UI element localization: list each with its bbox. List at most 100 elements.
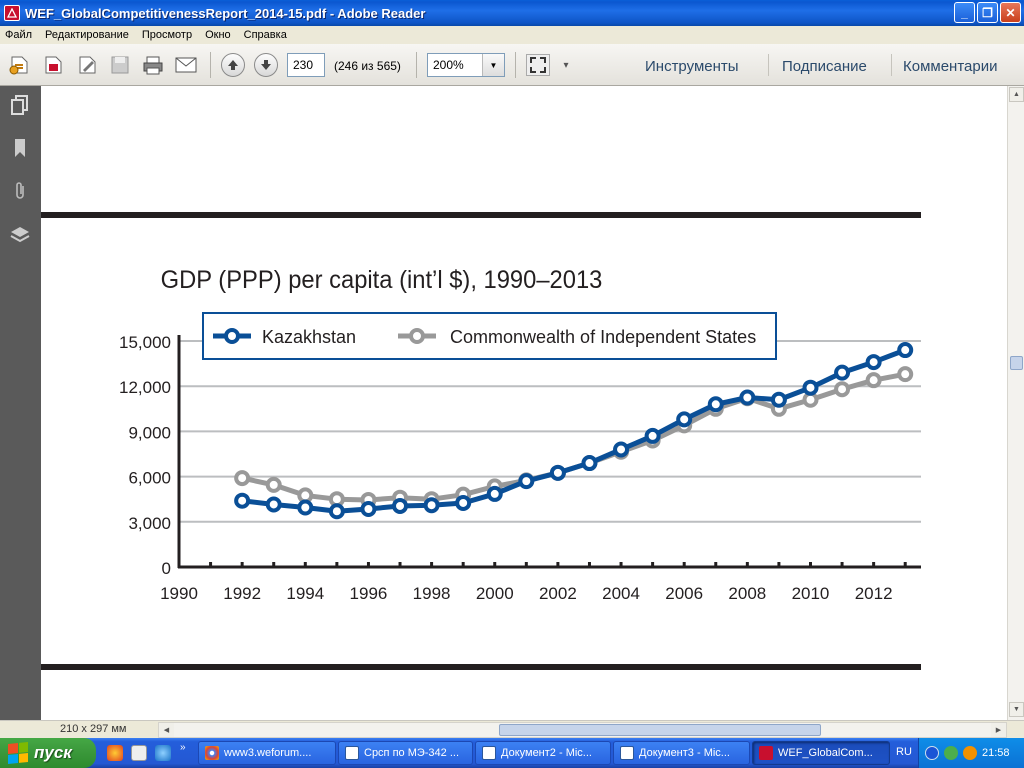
zoom-select[interactable]: 200% ▼ (427, 53, 505, 77)
x-tick-label: 2012 (855, 584, 893, 603)
y-tick-label: 0 (162, 559, 171, 578)
data-point (360, 500, 377, 517)
scroll-right-icon[interactable]: ▶ (991, 723, 1006, 737)
chevron-down-icon[interactable]: ▼ (482, 54, 504, 76)
print-icon[interactable] (141, 54, 165, 76)
chart-legend: Kazakhstan Commonwealth of Independent S… (202, 312, 777, 360)
task-doc-srsp[interactable]: Срсп по МЭ-342 ... (338, 741, 473, 765)
x-tick-label: 2004 (602, 584, 640, 603)
data-point (328, 503, 345, 520)
sign-link[interactable]: Подписание (782, 58, 867, 75)
data-point (297, 499, 314, 516)
menu-edit[interactable]: Редактирование (45, 29, 129, 41)
restore-button[interactable]: ❐ (977, 2, 998, 23)
data-point (613, 441, 630, 458)
taskbar: пуск » www3.weforum.... Срсп по МЭ-342 .… (0, 738, 1024, 768)
data-point (644, 427, 661, 444)
menu-window[interactable]: Окно (205, 29, 231, 41)
minimize-button[interactable]: _ (954, 2, 975, 23)
quicklaunch-browser-icon[interactable] (107, 745, 123, 761)
language-indicator[interactable]: RU (896, 746, 912, 758)
data-point (707, 396, 724, 413)
legend-label-kazakhstan: Kazakhstan (262, 327, 356, 347)
vertical-scroll-thumb[interactable] (1010, 356, 1023, 370)
save-icon[interactable] (108, 54, 132, 76)
quicklaunch-word-icon[interactable] (131, 745, 147, 761)
horizontal-scroll-thumb[interactable] (499, 724, 821, 736)
close-button[interactable]: ✕ (1000, 2, 1021, 23)
adobe-reader-icon (759, 746, 773, 760)
y-tick-label: 6,000 (128, 469, 171, 488)
attachment-icon[interactable] (9, 180, 31, 202)
open-file-icon[interactable] (8, 54, 32, 76)
email-icon[interactable] (174, 54, 198, 76)
status-bar: 210 x 297 мм ◀ ▶ (0, 720, 1024, 738)
data-point (676, 411, 693, 428)
toolbar-options-icon[interactable]: ▾ (563, 59, 569, 71)
task-doc-srsp-label: Срсп по МЭ-342 ... (364, 747, 460, 759)
pages-icon[interactable] (9, 94, 31, 116)
layers-icon[interactable] (9, 223, 31, 245)
chart-title: GDP (PPP) per capita (int’l $), 1990–201… (161, 266, 603, 294)
series-kazakhstan (234, 342, 914, 520)
legend-marker-cis (409, 328, 425, 344)
scroll-up-icon[interactable]: ▲ (1009, 87, 1024, 102)
x-tick-label: 2006 (665, 584, 703, 603)
back-arrow-icon[interactable] (925, 746, 939, 760)
gdp-chart: GDP (PPP) per capita (int’l $), 1990–201… (119, 266, 921, 603)
data-point (834, 364, 851, 381)
fullscreen-icon[interactable] (526, 54, 550, 76)
page-count: (246 из 565) (334, 59, 401, 73)
edit-pdf-icon[interactable] (76, 54, 100, 76)
data-point (392, 497, 409, 514)
data-point (897, 366, 914, 383)
word-icon (482, 746, 496, 760)
data-point (234, 492, 251, 509)
bookmark-icon[interactable] (9, 137, 31, 159)
data-point (802, 379, 819, 396)
data-point (865, 354, 882, 371)
clock: 21:58 (982, 747, 1010, 759)
top-rule (41, 212, 921, 218)
y-tick-label: 3,000 (128, 514, 171, 533)
task-doc3-label: Документ3 - Mic... (639, 747, 730, 759)
data-point (897, 342, 914, 359)
scroll-down-icon[interactable]: ▼ (1009, 702, 1024, 717)
task-doc2[interactable]: Документ2 - Mic... (475, 741, 611, 765)
x-tick-label: 1996 (350, 584, 388, 603)
bottom-rule (41, 664, 921, 670)
tools-link[interactable]: Инструменты (645, 58, 739, 75)
system-tray: 21:58 (918, 738, 1024, 768)
vertical-scrollbar[interactable]: ▲ ▼ (1007, 86, 1024, 720)
page-number-input[interactable]: 230 (287, 53, 325, 77)
menu-view[interactable]: Просмотр (141, 29, 193, 41)
task-adobe-reader[interactable]: WEF_GlobalCom... (752, 741, 890, 765)
adobe-reader-icon (4, 5, 20, 21)
quicklaunch-more-icon[interactable]: » (180, 742, 186, 753)
data-point (770, 391, 787, 408)
create-pdf-icon[interactable] (42, 54, 66, 76)
comment-link[interactable]: Комментарии (903, 58, 998, 75)
next-page-button[interactable] (254, 53, 278, 77)
data-point (455, 494, 472, 511)
data-point (834, 381, 851, 398)
sync-icon[interactable] (944, 746, 958, 760)
x-tick-label: 1998 (413, 584, 451, 603)
start-label: пуск (34, 743, 72, 762)
horizontal-scrollbar[interactable]: ◀ ▶ (158, 722, 1007, 738)
task-doc3[interactable]: Документ3 - Mic... (613, 741, 750, 765)
toolbar: 230 (246 из 565) 200% ▼ ▾ Инструменты По… (0, 44, 1024, 86)
quicklaunch-ie-icon[interactable] (155, 745, 171, 761)
tray-app-icon[interactable] (963, 746, 977, 760)
x-tick-label: 1994 (286, 584, 324, 603)
menu-help[interactable]: Справка (243, 29, 287, 41)
scroll-left-icon[interactable]: ◀ (159, 723, 174, 737)
x-tick-label: 1992 (223, 584, 261, 603)
data-point (549, 464, 566, 481)
task-browser[interactable]: www3.weforum.... (198, 741, 336, 765)
previous-page-button[interactable] (221, 53, 245, 77)
y-tick-label: 12,000 (119, 378, 171, 397)
menu-file[interactable]: Файл (5, 29, 33, 41)
start-button[interactable]: пуск (0, 738, 96, 768)
x-tick-label: 2008 (728, 584, 766, 603)
